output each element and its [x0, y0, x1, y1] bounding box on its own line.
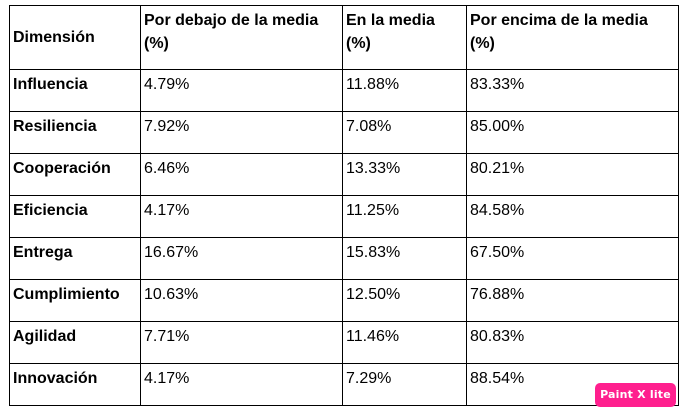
above-average-cell: 83.33%: [466, 69, 679, 112]
average-cell: 7.08%: [342, 111, 467, 154]
results-table: Dimensión Por debajo de la media (%) En …: [9, 5, 679, 406]
dimension-cell: Entrega: [9, 237, 141, 280]
above-average-cell: 67.50%: [466, 237, 679, 280]
dimension-cell: Agilidad: [9, 321, 141, 364]
dimension-cell: Eficiencia: [9, 195, 141, 238]
average-cell: 12.50%: [342, 279, 467, 322]
average-cell: 13.33%: [342, 153, 467, 196]
table-row: Cumplimiento 10.63% 12.50% 76.88%: [9, 279, 679, 322]
below-average-cell: 4.17%: [140, 363, 343, 406]
column-header-below-average: Por debajo de la media (%): [140, 5, 343, 70]
below-average-cell: 4.17%: [140, 195, 343, 238]
dimension-cell: Resiliencia: [9, 111, 141, 154]
table-row: Eficiencia 4.17% 11.25% 84.58%: [9, 195, 679, 238]
dimension-cell: Innovación: [9, 363, 141, 406]
dimension-cell: Cumplimiento: [9, 279, 141, 322]
above-average-cell: 85.00%: [466, 111, 679, 154]
table-row: Entrega 16.67% 15.83% 67.50%: [9, 237, 679, 280]
average-cell: 11.46%: [342, 321, 467, 364]
column-header-average: En la media (%): [342, 5, 467, 70]
below-average-cell: 6.46%: [140, 153, 343, 196]
dimension-cell: Influencia: [9, 69, 141, 112]
table-row: Cooperación 6.46% 13.33% 80.21%: [9, 153, 679, 196]
average-cell: 15.83%: [342, 237, 467, 280]
above-average-cell: 80.83%: [466, 321, 679, 364]
average-cell: 11.25%: [342, 195, 467, 238]
above-average-cell: 80.21%: [466, 153, 679, 196]
above-average-cell: 84.58%: [466, 195, 679, 238]
below-average-cell: 7.71%: [140, 321, 343, 364]
average-cell: 11.88%: [342, 69, 467, 112]
table-row: Influencia 4.79% 11.88% 83.33%: [9, 69, 679, 112]
column-header-dimension: Dimensión: [9, 5, 141, 70]
table-row: Innovación 4.17% 7.29% 88.54%: [9, 363, 679, 406]
table-header-row: Dimensión Por debajo de la media (%) En …: [9, 5, 679, 70]
above-average-cell: 76.88%: [466, 279, 679, 322]
paint-x-lite-watermark: Paint X lite: [595, 383, 676, 407]
below-average-cell: 4.79%: [140, 69, 343, 112]
dimension-cell: Cooperación: [9, 153, 141, 196]
table-row: Agilidad 7.71% 11.46% 80.83%: [9, 321, 679, 364]
average-cell: 7.29%: [342, 363, 467, 406]
below-average-cell: 16.67%: [140, 237, 343, 280]
column-header-above-average: Por encima de la media (%): [466, 5, 679, 70]
table-row: Resiliencia 7.92% 7.08% 85.00%: [9, 111, 679, 154]
below-average-cell: 10.63%: [140, 279, 343, 322]
below-average-cell: 7.92%: [140, 111, 343, 154]
